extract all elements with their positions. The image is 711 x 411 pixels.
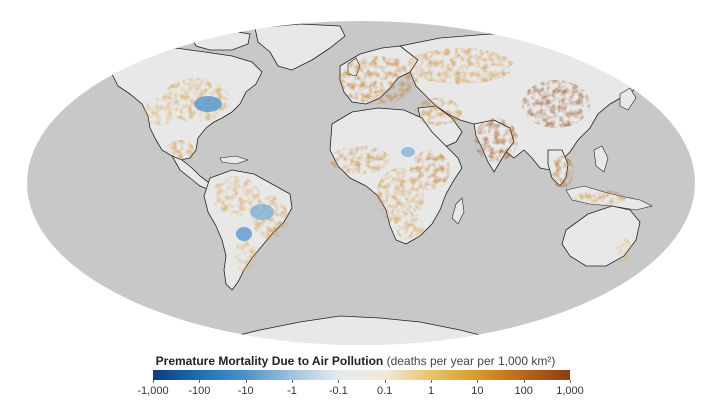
tick-mark <box>523 380 525 383</box>
tick-mark <box>570 380 571 383</box>
pollution-west-africa <box>330 146 390 174</box>
pollution-india <box>474 118 518 162</box>
land-japan <box>619 87 637 111</box>
pollution-europe <box>338 56 418 104</box>
pollution-reduction-overlay <box>194 96 415 241</box>
reduction-brazil <box>250 204 274 220</box>
tick-mark <box>153 380 154 383</box>
land-greenland <box>254 23 346 71</box>
tick-label: -1 <box>287 385 297 397</box>
tick-label: 1 <box>427 385 435 397</box>
reduction-us-southeast <box>194 96 222 112</box>
tick-mark <box>292 380 293 383</box>
reduction-west-africa <box>401 147 415 157</box>
pollution-east-africa <box>410 150 450 190</box>
colorbar <box>153 370 570 380</box>
pollution-overlay <box>144 48 632 272</box>
pollution-se-asia <box>550 156 574 188</box>
land-madagascar <box>451 197 465 225</box>
pollution-russia <box>406 48 514 84</box>
tick-label: 10 <box>471 385 484 397</box>
land-philippines <box>593 145 609 173</box>
legend: Premature Mortality Due to Air Pollution… <box>0 348 711 411</box>
pollution-sa-north <box>212 176 260 216</box>
tick-label: -10 <box>237 385 254 397</box>
world-map <box>27 21 695 345</box>
tick-label: 1,000 <box>556 385 584 397</box>
legend-title: Premature Mortality Due to Air Pollution <box>155 354 384 368</box>
pollution-indonesia <box>574 190 626 206</box>
tick-mark <box>384 380 386 383</box>
pollution-central-africa <box>376 168 424 224</box>
pollution-us-west <box>144 98 176 126</box>
tick-mark <box>245 380 247 383</box>
pollution-south-africa <box>396 216 424 240</box>
land-layer <box>109 23 669 345</box>
pollution-sa-south <box>234 240 258 272</box>
tick-label: -0.1 <box>328 385 348 397</box>
tick-mark <box>199 380 201 383</box>
tick-mark <box>338 380 340 383</box>
pollution-middle-east <box>414 98 462 126</box>
tick-label: 0.1 <box>377 385 393 397</box>
mollweide-map-svg <box>27 21 695 345</box>
legend-title-line: Premature Mortality Due to Air Pollution… <box>0 354 711 368</box>
tick-label: -100 <box>188 385 211 397</box>
tick-label: 100 <box>514 385 533 397</box>
land-caribbean <box>219 155 249 165</box>
tick-label: -1,000 <box>137 385 169 397</box>
land-arctic-islands <box>189 29 251 51</box>
tick-mark <box>431 380 432 383</box>
pollution-china <box>522 80 590 128</box>
pollution-australia-east <box>616 238 632 262</box>
legend-units: (deaths per year per 1,000 km²) <box>386 354 556 368</box>
reduction-south-america-central <box>236 227 252 241</box>
tick-mark <box>477 380 479 383</box>
pollution-mexico <box>166 140 194 160</box>
